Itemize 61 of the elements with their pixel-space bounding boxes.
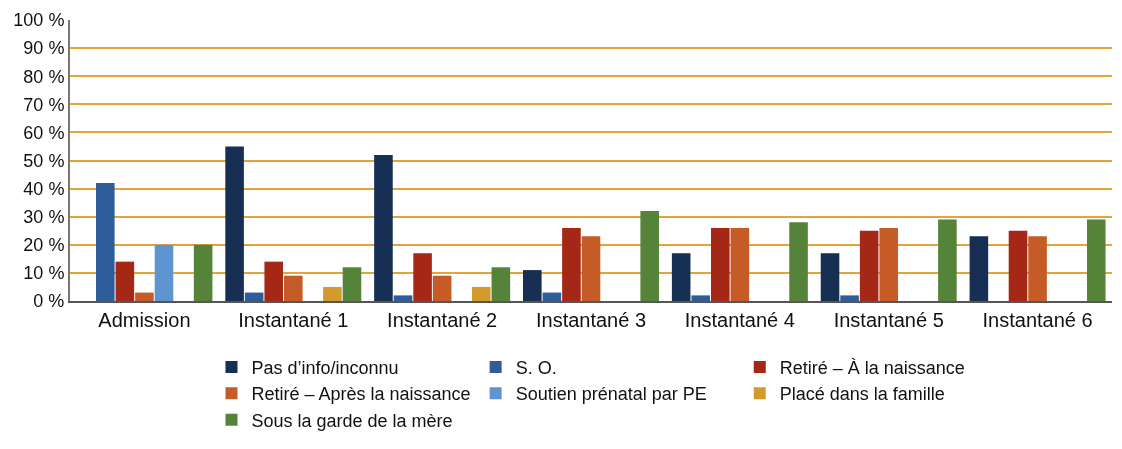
y-tick-label: 10 % — [23, 263, 65, 284]
legend-label: Retiré – À la naissance — [779, 357, 965, 378]
y-tick-label: 50 % — [23, 150, 65, 171]
x-tick-label: Instantané 3 — [535, 309, 647, 331]
bar — [879, 227, 899, 301]
bar — [413, 253, 432, 301]
bar — [1008, 230, 1028, 301]
x-tick-label: Admission — [98, 309, 191, 331]
bar — [789, 222, 808, 301]
bar — [491, 267, 511, 301]
bar — [840, 295, 859, 301]
bar — [96, 182, 115, 301]
y-tick-label: 70 % — [23, 94, 65, 115]
x-tick-label: Instantané 1 — [238, 309, 349, 331]
bar — [471, 286, 491, 301]
bar — [671, 253, 691, 301]
x-tick-label: Instantané 5 — [833, 309, 944, 331]
bar — [640, 211, 659, 301]
bar — [581, 236, 601, 301]
y-tick-label: 0 % — [33, 291, 65, 312]
legend-label: S. O. — [515, 357, 557, 378]
y-tick-label: 80 % — [23, 66, 65, 87]
legend-label: Retiré – Après la naissance — [251, 384, 471, 405]
bar — [1086, 219, 1106, 301]
legend-label: Placé dans la famille — [779, 384, 945, 405]
bar — [730, 227, 750, 301]
bar — [323, 286, 342, 301]
bar — [1028, 236, 1047, 301]
bar — [135, 292, 154, 301]
y-tick-label: 40 % — [23, 178, 65, 199]
bar — [393, 295, 413, 301]
y-tick-label: 100 % — [13, 10, 65, 31]
bar — [523, 270, 542, 301]
bar — [711, 227, 730, 301]
bar — [283, 275, 303, 301]
bar — [244, 292, 264, 301]
bar — [542, 292, 562, 301]
bar — [342, 267, 362, 301]
bar — [374, 154, 393, 301]
y-tick-label: 90 % — [23, 38, 65, 59]
bar — [193, 244, 213, 301]
bar — [691, 295, 711, 301]
bar — [820, 253, 840, 301]
bar — [938, 219, 957, 301]
y-tick-label: 30 % — [23, 207, 65, 227]
bar — [154, 244, 174, 301]
bar — [264, 261, 284, 301]
x-tick-label: Instantané 4 — [684, 309, 795, 331]
bar — [432, 275, 452, 301]
bar — [115, 261, 135, 301]
bar — [225, 146, 244, 301]
x-tick-label: Instantané 6 — [982, 309, 1093, 331]
legend-label: Sous la garde de la mère — [251, 410, 453, 431]
bar — [969, 236, 989, 301]
y-tick-label: 60 % — [23, 122, 65, 143]
legend-label: Soutien prénatal par PE — [515, 384, 707, 405]
bar — [562, 227, 581, 301]
x-tick-label: Instantané 2 — [387, 309, 498, 331]
bar — [859, 230, 879, 301]
y-tick-label: 20 % — [23, 235, 65, 256]
legend-label: Pas d’info/inconnu — [251, 357, 399, 378]
